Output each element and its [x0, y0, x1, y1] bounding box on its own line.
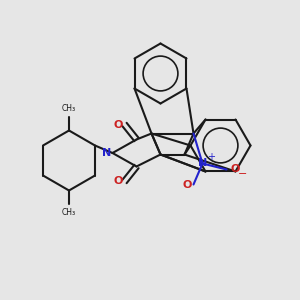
Text: N: N — [198, 158, 207, 169]
Text: CH₃: CH₃ — [62, 208, 76, 217]
Text: N: N — [103, 148, 112, 158]
Text: O: O — [113, 119, 123, 130]
Text: O: O — [230, 164, 240, 175]
Text: CH₃: CH₃ — [62, 104, 76, 113]
Text: −: − — [238, 169, 248, 179]
Text: O: O — [182, 179, 192, 190]
Text: +: + — [207, 152, 215, 162]
Text: O: O — [113, 176, 123, 187]
